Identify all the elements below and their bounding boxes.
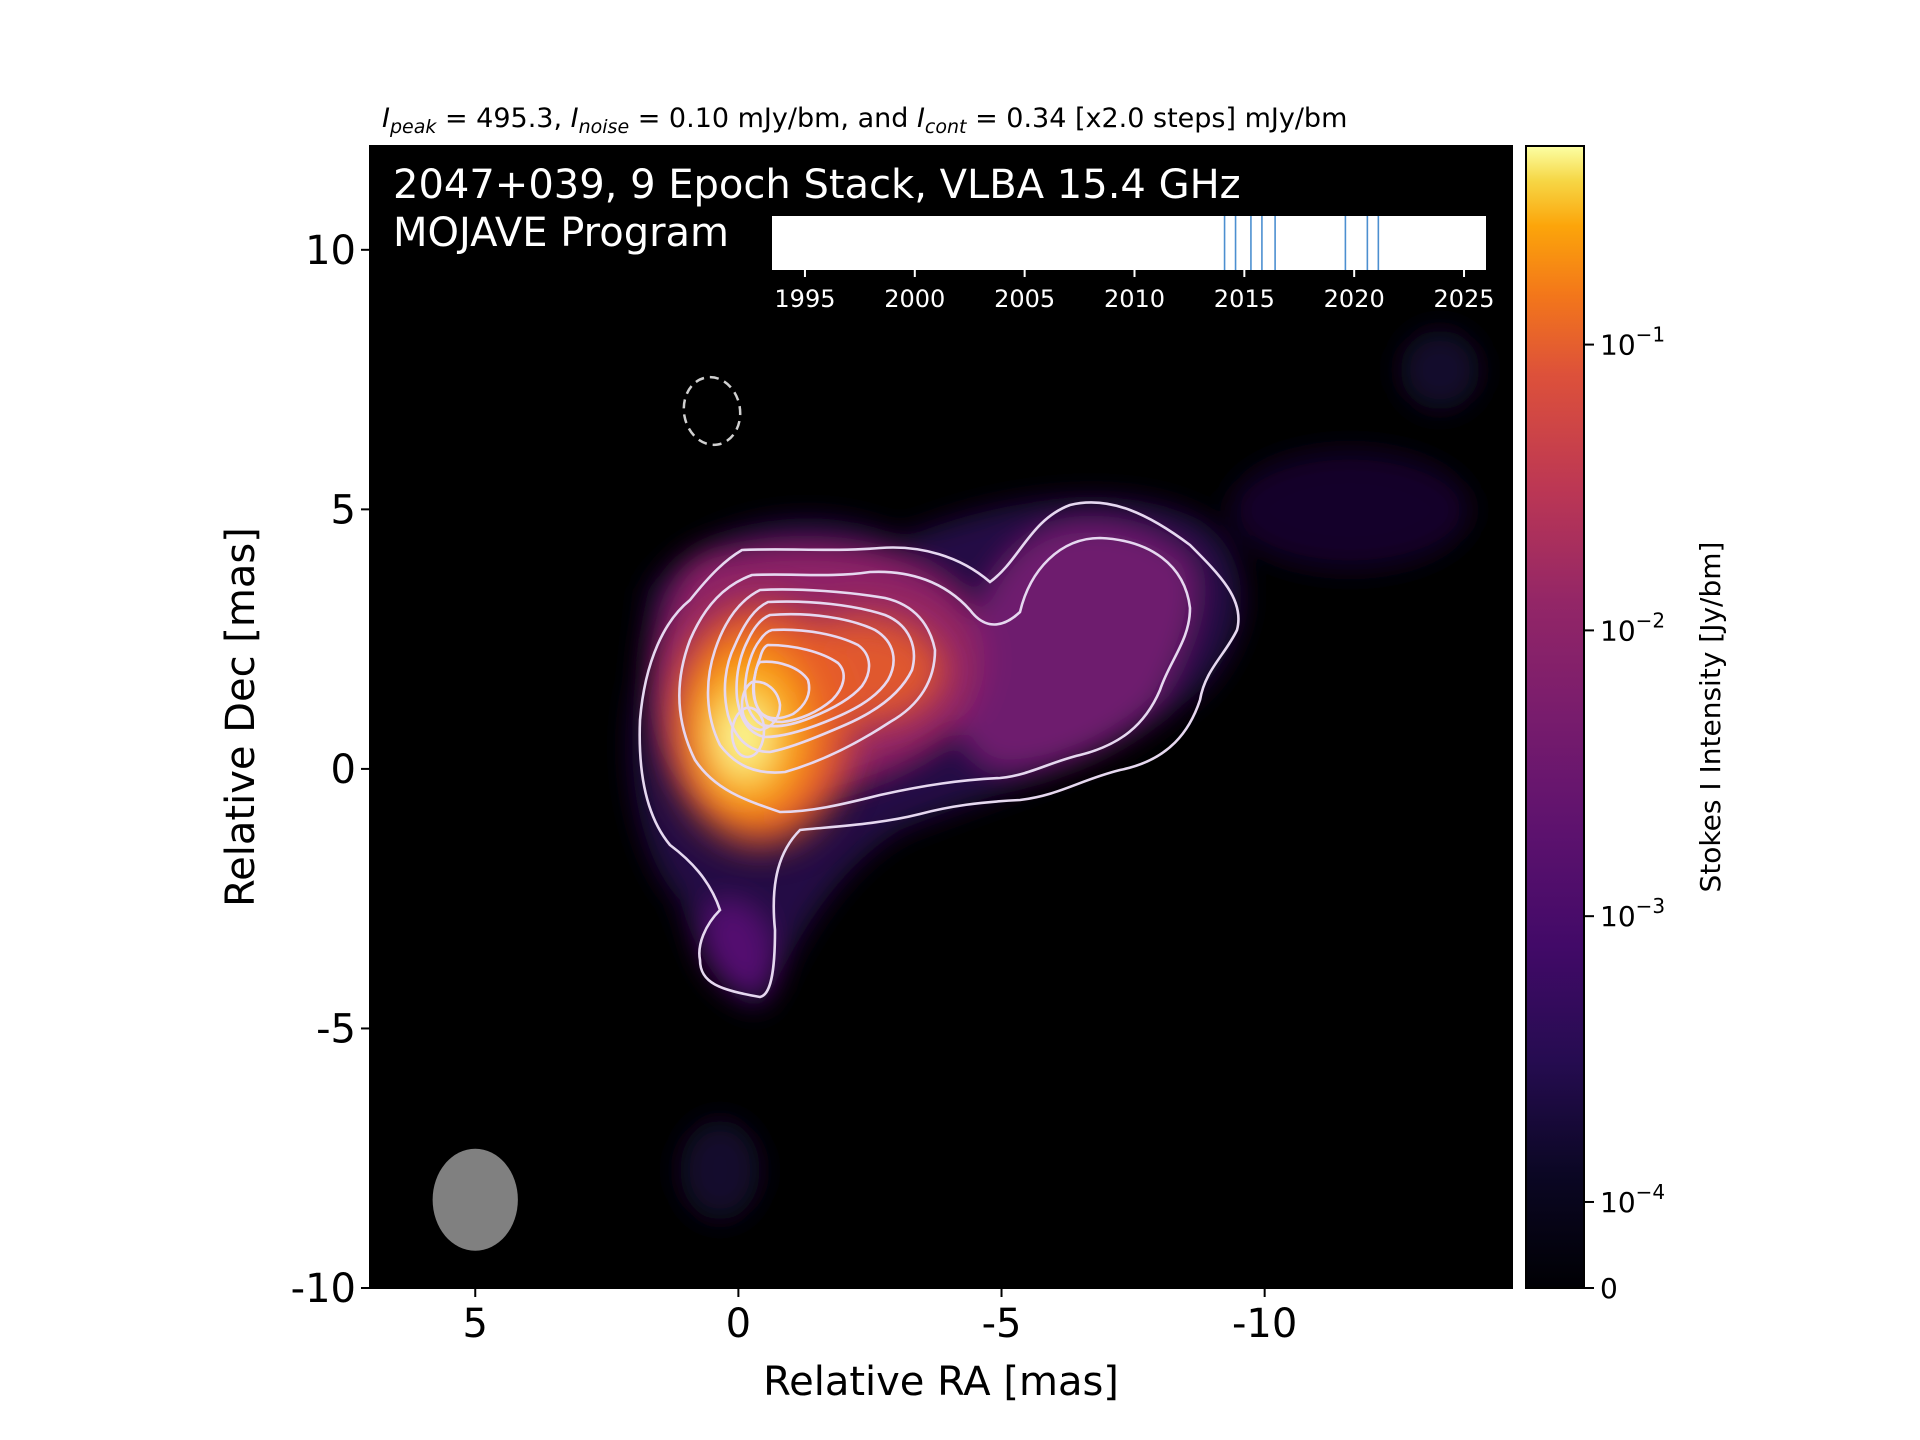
colorbar-label: Stokes I Intensity [Jy/bm] bbox=[1694, 542, 1727, 893]
contour-level-3 bbox=[706, 588, 937, 774]
cont-symbol: I bbox=[917, 103, 925, 134]
emission-map bbox=[632, 330, 1480, 1220]
x-tick-label: -10 bbox=[1232, 1301, 1297, 1347]
timeline-ticks: 1995 2000 2005 2010 2015 2020 2025 bbox=[774, 270, 1495, 313]
y-axis-ticks: 10 5 0 -5 -10 bbox=[291, 228, 370, 1312]
plot-title-line1: 2047+039, 9 Epoch Stack, VLBA 15.4 GHz bbox=[393, 162, 1241, 208]
peak-subscript: peak bbox=[389, 116, 437, 138]
dashed-beam-outline bbox=[682, 375, 742, 447]
noise-symbol: I bbox=[571, 103, 579, 134]
restoring-beam bbox=[432, 1148, 518, 1251]
cont-value: = 0.34 [x2.0 steps] mJy/bm bbox=[966, 103, 1347, 134]
header-stats: Ipeak = 495.3, Inoise = 0.10 mJy/bm, and… bbox=[382, 103, 1347, 138]
y-tick-label: 5 bbox=[331, 487, 356, 533]
faint-emission bbox=[680, 1120, 760, 1220]
plot-area bbox=[369, 145, 1513, 1289]
timeline-tick-label: 2020 bbox=[1324, 285, 1385, 313]
y-tick-label: 0 bbox=[331, 747, 356, 793]
contour-level-2 bbox=[678, 536, 1192, 814]
contour-level-9 bbox=[740, 680, 782, 732]
x-tick-label: 5 bbox=[463, 1301, 488, 1347]
colorbar-tick-label: 10−2 bbox=[1600, 608, 1665, 647]
peak-symbol: I bbox=[382, 103, 390, 134]
x-tick-label: -5 bbox=[982, 1301, 1022, 1347]
timeline-tick-label: 2000 bbox=[884, 285, 945, 313]
y-tick-label: -10 bbox=[291, 1266, 356, 1312]
timeline-tick-label: 1995 bbox=[774, 285, 835, 313]
colorbar-tick-label: 10−1 bbox=[1600, 323, 1665, 362]
timeline-tick-label: 2025 bbox=[1433, 285, 1494, 313]
plot-frame bbox=[369, 145, 1513, 1289]
colorbar-ticks: 10−1 10−2 10−3 10−4 0 bbox=[1584, 323, 1665, 1305]
colorbar-frame bbox=[1525, 145, 1585, 1289]
contour-level-6 bbox=[743, 628, 871, 728]
colorbar-gradient bbox=[1526, 146, 1584, 1288]
colorbar: 10−1 10−2 10−3 10−4 0 Stokes I Intensity [Jy… bbox=[1525, 145, 1727, 1305]
timeline-epochs bbox=[1223, 216, 1380, 270]
timeline-tick-label: 2010 bbox=[1104, 285, 1165, 313]
timeline-tick-label: 2015 bbox=[1214, 285, 1275, 313]
y-tick-label: -5 bbox=[316, 1006, 356, 1052]
contour-level-1 bbox=[638, 501, 1240, 999]
contour-level-4 bbox=[723, 600, 916, 754]
plot-title-line2: MOJAVE Program bbox=[393, 210, 729, 256]
epoch-timeline: 1995 2000 2005 2010 2015 2020 2025 bbox=[772, 216, 1495, 313]
y-axis-label: Relative Dec [mas] bbox=[218, 527, 264, 907]
x-axis-label: Relative RA [mas] bbox=[763, 1359, 1119, 1405]
x-tick-label: 0 bbox=[726, 1301, 751, 1347]
colorbar-tick-label: 0 bbox=[1600, 1272, 1618, 1305]
faint-emission bbox=[1230, 450, 1470, 570]
contour-level-5 bbox=[735, 612, 895, 739]
colorbar-tick-label: 10−4 bbox=[1600, 1180, 1665, 1219]
colorbar-tick-label: 10−3 bbox=[1600, 894, 1665, 933]
cont-subscript: cont bbox=[925, 116, 968, 138]
peak-value: = 495.3, bbox=[436, 103, 570, 134]
contour-level-10 bbox=[730, 706, 766, 759]
southern-extension bbox=[703, 900, 773, 993]
noise-subscript: noise bbox=[579, 116, 630, 138]
noise-value: = 0.10 mJy/bm, and bbox=[629, 103, 917, 134]
y-tick-label: 10 bbox=[305, 228, 356, 274]
x-axis-ticks: 5 0 -5 -10 bbox=[463, 1288, 1297, 1347]
contour-level-8 bbox=[751, 660, 811, 720]
contour-level-7 bbox=[752, 643, 845, 724]
faint-emission bbox=[1400, 330, 1480, 410]
contour-set bbox=[638, 375, 1240, 999]
timeline-tick-label: 2005 bbox=[994, 285, 1055, 313]
outer-jet-lobe bbox=[952, 522, 1197, 770]
